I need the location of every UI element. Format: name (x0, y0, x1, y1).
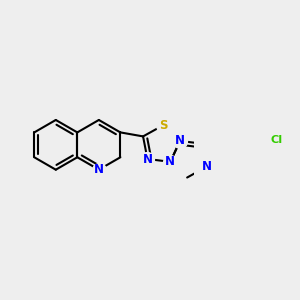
Text: N: N (202, 160, 212, 173)
Text: N: N (142, 152, 152, 166)
Text: N: N (175, 134, 185, 147)
Text: S: S (159, 119, 167, 132)
Text: Cl: Cl (270, 135, 282, 145)
Text: N: N (94, 163, 104, 176)
Text: N: N (165, 155, 175, 168)
